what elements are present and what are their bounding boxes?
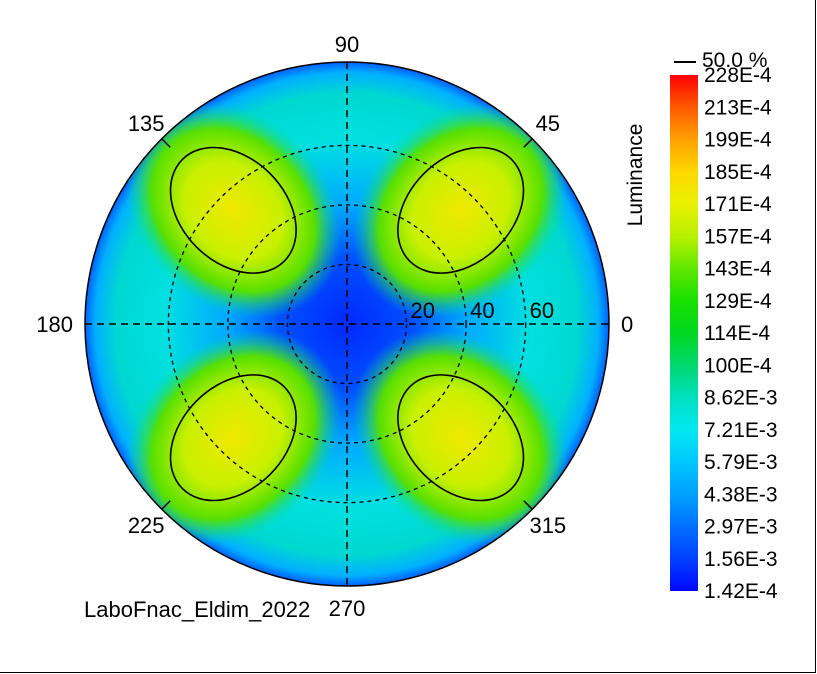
colorbar-tick-label: 8.62E-3 bbox=[704, 387, 778, 410]
colorbar-tick-label: 1.42E-4 bbox=[704, 580, 778, 603]
grid-tick-45 bbox=[523, 138, 533, 148]
colorbar-swatches bbox=[670, 75, 698, 591]
colorbar: 228E-4 213E-4 199E-4 185E-4 171E-4 157E-4 143E… bbox=[624, 49, 778, 603]
colorbar-tick-labels: 228E-4 213E-4 199E-4 185E-4 171E-4 157E-4 143E… bbox=[704, 64, 778, 603]
contour-legend-label: 50.0 % bbox=[702, 49, 767, 72]
radial-label-20: 20 bbox=[411, 298, 435, 323]
colorbar-tick-label: 129E-4 bbox=[704, 290, 772, 313]
grid-circle-20 bbox=[286, 263, 408, 385]
luminance-disc bbox=[84, 61, 610, 587]
angle-label-180: 180 bbox=[36, 312, 73, 337]
colorbar-tick-label: 171E-4 bbox=[704, 193, 772, 216]
colorbar-tick-label: 228E-4 bbox=[704, 64, 772, 87]
colorbar-tick-label: 213E-4 bbox=[704, 96, 772, 119]
colorbar-tick-label: 157E-4 bbox=[704, 225, 772, 248]
colorbar-tick-label: 114E-4 bbox=[704, 322, 770, 345]
lobe-glow-45 bbox=[352, 102, 569, 319]
angle-label-45: 45 bbox=[536, 111, 560, 136]
grid-circle-40 bbox=[227, 204, 467, 444]
radial-label-40: 40 bbox=[470, 298, 494, 323]
contour-lobe-315 bbox=[397, 374, 525, 502]
radial-labels: 20 40 60 bbox=[411, 298, 555, 323]
colorbar-tick-label: 199E-4 bbox=[704, 129, 772, 152]
colorbar-title: Luminance bbox=[624, 124, 647, 227]
contour-lobe-45 bbox=[397, 146, 525, 274]
lobe-glow-225 bbox=[125, 329, 342, 546]
colorbar-tick-label: 100E-4 bbox=[704, 354, 772, 377]
grid-circle-60 bbox=[167, 144, 527, 504]
colorbar-tick-label: 2.97E-3 bbox=[704, 516, 778, 539]
colorbar-tick-label: 1.56E-3 bbox=[704, 548, 778, 571]
contour-lobe-135 bbox=[169, 146, 297, 274]
colorbar-tick-label: 143E-4 bbox=[704, 258, 772, 281]
angle-label-135: 135 bbox=[128, 111, 165, 136]
colorbar-tick-label: 7.21E-3 bbox=[704, 419, 778, 442]
colorbar-tick-label: 185E-4 bbox=[704, 161, 772, 184]
polar-grid bbox=[85, 62, 609, 586]
footer-label: LaboFnac_Eldim_2022 bbox=[84, 597, 310, 622]
contour-lobe-225 bbox=[169, 374, 297, 502]
colorbar-tick-label: 4.38E-3 bbox=[704, 483, 778, 506]
angle-label-270: 270 bbox=[329, 596, 366, 621]
lobe-glow-135 bbox=[125, 102, 342, 319]
radial-label-60: 60 bbox=[530, 298, 554, 323]
colorbar-tick-label: 5.79E-3 bbox=[704, 451, 778, 474]
angle-label-225: 225 bbox=[128, 513, 165, 538]
grid-tick-225 bbox=[161, 500, 171, 510]
angle-label-0: 0 bbox=[621, 312, 633, 337]
angle-label-315: 315 bbox=[529, 513, 566, 538]
grid-tick-135 bbox=[161, 138, 171, 148]
angle-labels: 90 45 135 180 0 225 315 270 bbox=[36, 32, 633, 621]
angle-label-90: 90 bbox=[335, 32, 359, 57]
contour-lines bbox=[169, 146, 525, 502]
colorbar-gradient bbox=[670, 75, 698, 591]
grid-tick-315 bbox=[523, 500, 533, 510]
